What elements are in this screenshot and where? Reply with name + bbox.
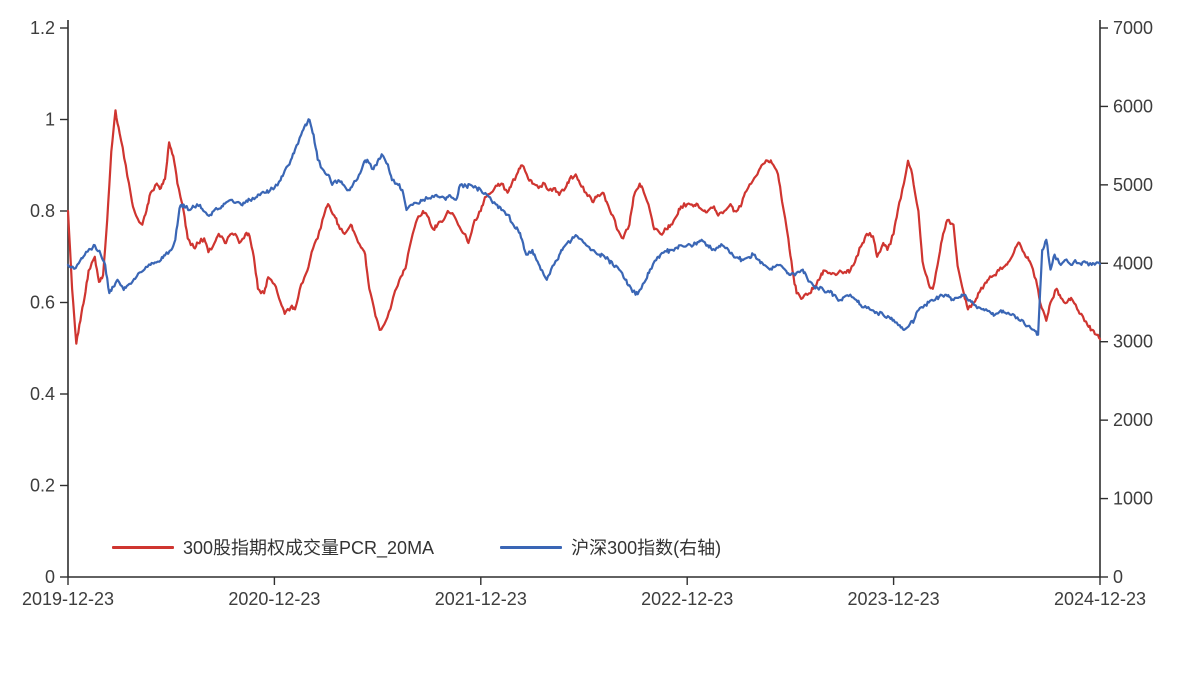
x-axis-tick-label: 2020-12-23 <box>228 589 320 609</box>
right-axis-tick-label: 3000 <box>1113 332 1153 352</box>
left-axis-tick-label: 1 <box>45 110 55 130</box>
right-axis-tick-label: 7000 <box>1113 18 1153 38</box>
right-axis-tick-label: 0 <box>1113 567 1123 587</box>
right-axis-tick-label: 1000 <box>1113 489 1153 509</box>
x-axis-tick-label: 2019-12-23 <box>22 589 114 609</box>
left-axis-tick-label: 0.2 <box>30 476 55 496</box>
right-axis-tick-label: 5000 <box>1113 175 1153 195</box>
legend-item-csi300: 沪深300指数(右轴) <box>500 534 721 560</box>
series-line-0 <box>66 109 1102 345</box>
legend-label-pcr: 300股指期权成交量PCR_20MA <box>183 538 435 558</box>
legend-label-csi300: 沪深300指数(右轴) <box>571 538 722 558</box>
left-axis-tick-label: 0.8 <box>30 201 55 221</box>
right-axis-tick-label: 6000 <box>1113 96 1153 116</box>
x-axis-tick-label: 2023-12-23 <box>848 589 940 609</box>
blue-line-swatch <box>500 545 563 549</box>
x-axis-tick-label: 2021-12-23 <box>435 589 527 609</box>
left-axis-tick-label: 0.6 <box>30 293 55 313</box>
red-line-swatch <box>112 545 174 549</box>
series-line-1 <box>66 118 1102 336</box>
left-axis-tick-label: 0.4 <box>30 384 55 404</box>
left-axis-tick-label: 0 <box>45 567 55 587</box>
x-axis-tick-label: 2024-12-23 <box>1054 589 1146 609</box>
legend-item-pcr: 300股指期权成交量PCR_20MA <box>112 534 434 560</box>
x-axis-tick-label: 2022-12-23 <box>641 589 733 609</box>
right-axis-tick-label: 4000 <box>1113 253 1153 273</box>
legend: 300股指期权成交量PCR_20MA 沪深300指数(右轴) <box>112 534 721 560</box>
right-axis-tick-label: 2000 <box>1113 410 1153 430</box>
left-axis-tick-label: 1.2 <box>30 18 55 38</box>
